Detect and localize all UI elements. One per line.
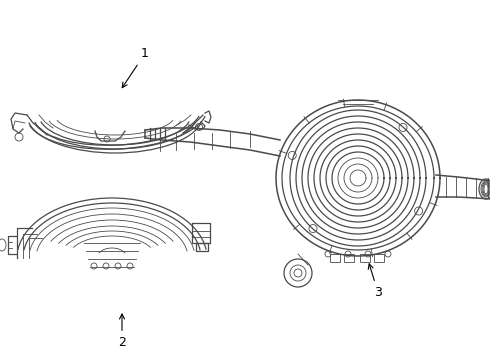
Bar [360, 254, 370, 262]
Bar [344, 254, 354, 262]
Bar [374, 254, 384, 262]
Bar [330, 254, 340, 262]
Text: 1: 1 [122, 47, 149, 87]
Text: 2: 2 [118, 314, 126, 349]
Text: 3: 3 [368, 264, 382, 299]
